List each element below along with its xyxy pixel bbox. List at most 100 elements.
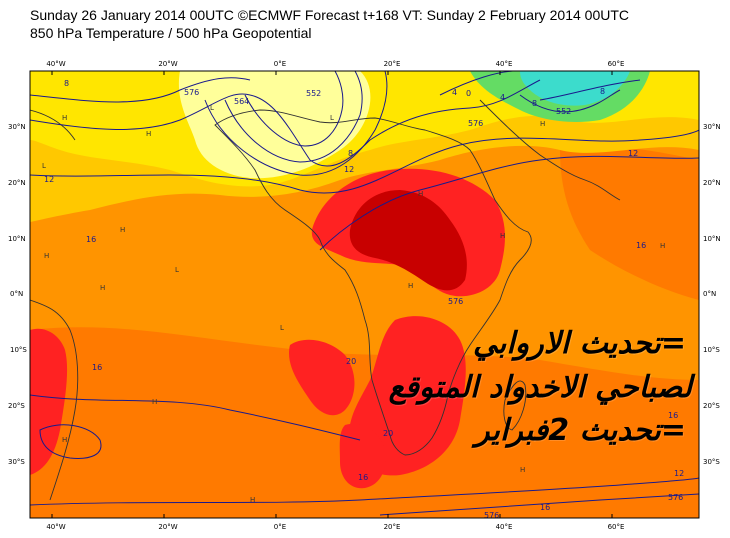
field-red-south-africa-tip (339, 423, 386, 489)
high-marker: H (660, 242, 665, 250)
field-red-angola (289, 339, 355, 416)
lon-label: 20°E (384, 60, 401, 68)
overlay-text-line-1: =تحديث الاروابي (473, 326, 686, 361)
contour-label: 16 (92, 363, 102, 372)
lat-label: 20°N (703, 179, 721, 187)
lat-label: 10°N (703, 235, 721, 243)
contour-label: 20 (383, 429, 393, 438)
high-marker: H (540, 120, 545, 128)
lat-label: 30°N (8, 123, 26, 131)
contour (30, 394, 361, 441)
high-marker: H (146, 130, 151, 138)
contour-label: 12 (628, 149, 638, 158)
lon-label: 40°W (46, 60, 65, 68)
high-marker: H (44, 252, 49, 260)
contour-label: 12 (344, 165, 354, 174)
contour-label: 576 (468, 119, 483, 128)
contour (519, 89, 621, 113)
contour-label: 552 (556, 107, 571, 116)
map-title: Sunday 26 January 2014 00UTC ©ECMWF Fore… (30, 7, 629, 23)
pressure-markers: L L L L L H H H H H H H H H H H H H H (42, 104, 665, 504)
latitude-labels: 30°N 20°N 10°N 0°N 10°S 20°S 30°S 30°N 2… (8, 123, 721, 466)
contour-label: 8 (348, 149, 353, 158)
high-marker: H (62, 436, 67, 444)
high-marker: H (250, 496, 255, 504)
lon-label: 20°W (158, 60, 177, 68)
field-red-southern-africa (349, 316, 466, 476)
coastlines (30, 99, 621, 501)
low-marker: L (210, 104, 214, 112)
madagascar-coast (503, 380, 527, 431)
contour (30, 129, 699, 194)
contour-label: 16 (540, 503, 550, 512)
contour-label: 16 (86, 235, 96, 244)
lat-label: 30°S (8, 458, 25, 466)
lat-label: 20°S (703, 402, 720, 410)
lon-label: 40°W (46, 523, 65, 531)
contour-label: 576 (448, 297, 463, 306)
map-subtitle: 850 hPa Temperature / 500 hPa Geopotenti… (30, 25, 312, 41)
lat-label: 0°N (10, 290, 23, 298)
low-marker: L (330, 114, 334, 122)
contour (30, 477, 699, 506)
contour-label: 8 (64, 79, 69, 88)
high-marker: H (62, 114, 67, 122)
contour-label: 8 (600, 87, 605, 96)
lat-label: 10°S (10, 346, 27, 354)
contour-label: 576 (668, 493, 683, 502)
lon-label: 40°E (496, 60, 513, 68)
south-america-coast (30, 299, 79, 501)
map-frame (29, 70, 700, 519)
high-marker: H (418, 190, 423, 198)
contour-label: 12 (674, 469, 684, 478)
contour-label: 564 (234, 97, 249, 106)
contour-label: 16 (668, 411, 678, 420)
high-marker: H (152, 398, 157, 406)
lat-label: 20°N (8, 179, 26, 187)
low-marker: L (175, 266, 179, 274)
lon-label: 0°E (274, 523, 286, 531)
contour-labels: 12 16 16 20 20 16 16 16 12 12 16 12 8 8 … (44, 79, 684, 520)
high-marker: H (408, 282, 413, 290)
axis-ticks (51, 71, 613, 518)
lon-label: 60°E (608, 523, 625, 531)
contour (39, 424, 102, 459)
lon-label: 0°E (274, 60, 286, 68)
arabia-coast (479, 99, 621, 201)
contour (319, 155, 699, 251)
lat-label: 30°N (703, 123, 721, 131)
lat-label: 0°N (703, 290, 716, 298)
contour (224, 71, 363, 163)
contour-label: 12 (44, 175, 54, 184)
contour (244, 71, 344, 147)
contour (30, 79, 541, 167)
contour-label: 576 (484, 511, 499, 520)
contour (204, 71, 388, 176)
overlay-text-line-2: لصباحي الاخدواد المتوقع (388, 370, 692, 405)
contour (30, 77, 251, 103)
lon-label: 20°W (158, 523, 177, 531)
lon-label: 60°E (608, 60, 625, 68)
contour-label: 576 (184, 88, 199, 97)
lat-label: 10°N (8, 235, 26, 243)
high-marker: H (500, 232, 505, 240)
contour-label: 16 (636, 241, 646, 250)
field-cyan (520, 71, 630, 106)
contour-label: 4 (500, 93, 505, 102)
contour (379, 493, 699, 516)
high-marker: H (100, 284, 105, 292)
contour-label: 20 (346, 357, 356, 366)
high-marker: H (520, 466, 525, 474)
low-marker: L (280, 324, 284, 332)
geopotential-contours (30, 71, 699, 516)
contour-label: 552 (306, 89, 321, 98)
field-red-south-america (30, 328, 68, 475)
contour-label: 4 (452, 88, 457, 97)
lat-label: 20°S (8, 402, 25, 410)
north-america-coast (30, 109, 76, 141)
field-dark-red-core (349, 190, 467, 291)
lat-label: 10°S (703, 346, 720, 354)
high-marker: H (120, 226, 125, 234)
africa-coast (214, 109, 532, 456)
